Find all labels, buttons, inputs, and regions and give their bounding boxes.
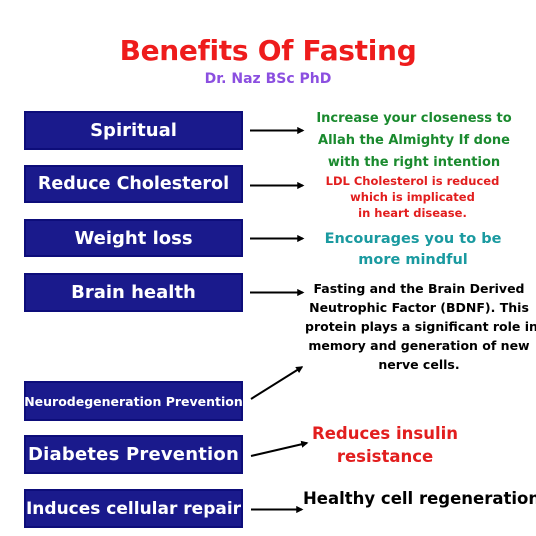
description-reduce-cholesterol: LDL Cholesterol is reduced which is impl…	[325, 174, 500, 220]
page-subtitle: Dr. Naz BSc PhD	[204, 71, 332, 87]
page-title: Benefits Of Fasting	[119, 34, 417, 67]
description-weight-loss: Encourages you to be more mindful	[324, 231, 502, 268]
description-spiritual: Increase your closeness to Allah the Alm…	[316, 111, 512, 170]
description-cellular-repair: Healthy cell regeneration	[303, 489, 536, 508]
benefit-box-neurodegeneration-prevention: Neurodegeneration Prevention	[24, 381, 243, 421]
benefit-box-cellular-repair: Induces cellular repair	[24, 489, 243, 528]
benefit-box-reduce-cholesterol: Reduce Cholesterol	[24, 165, 243, 203]
benefit-box-spiritual: Spiritual	[24, 111, 243, 150]
benefit-box-brain-health: Brain health	[24, 273, 243, 312]
arrow-diabetes	[250, 440, 309, 457]
description-brain-health: Fasting and the Brain Derived Neutrophic…	[305, 281, 536, 372]
arrow-neurodegeneration	[250, 366, 304, 400]
benefit-box-weight-loss: Weight loss	[24, 219, 243, 257]
benefit-box-diabetes-prevention: Diabetes Prevention	[24, 435, 243, 474]
description-diabetes-prevention: Reduces insulin resistance	[311, 424, 459, 466]
